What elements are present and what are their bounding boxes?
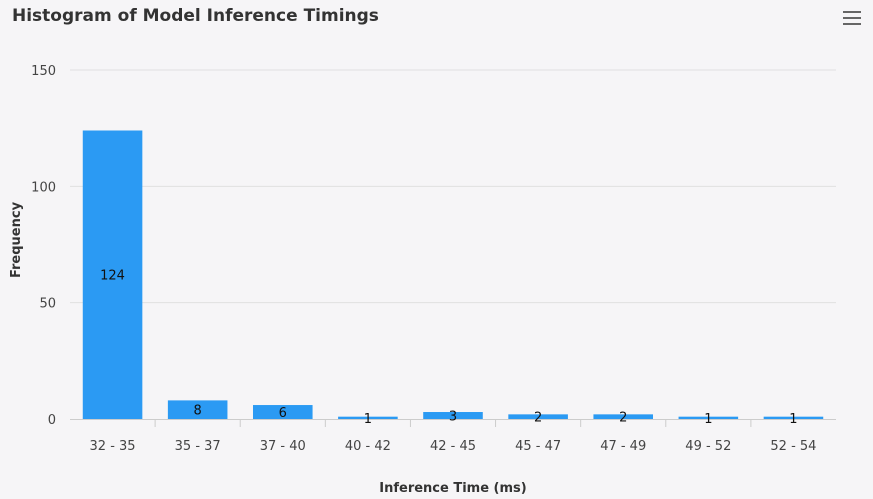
bar-data-label: 3: [449, 410, 457, 425]
y-axis-title: Frequency: [9, 201, 24, 278]
hamburger-menu-icon: [843, 11, 861, 13]
bars: [82, 130, 824, 419]
bar-data-label: 1: [789, 412, 797, 427]
histogram-bar[interactable]: [82, 130, 143, 419]
x-tick-label: 47 - 49: [600, 439, 646, 454]
histogram-bar[interactable]: [593, 414, 654, 419]
bar-data-label: 124: [100, 269, 125, 284]
hamburger-menu-icon-line: [843, 23, 861, 25]
x-tick-label: 45 - 47: [515, 439, 561, 454]
histogram-bar[interactable]: [423, 412, 483, 419]
y-tick-label: 100: [31, 180, 56, 195]
histogram-bar[interactable]: [338, 416, 398, 419]
x-tick-label: 35 - 37: [175, 439, 221, 454]
bar-data-label: 6: [279, 406, 287, 421]
x-tick-label: 52 - 54: [770, 439, 816, 454]
x-axis-title: Inference Time (ms): [379, 481, 526, 496]
histogram-bar[interactable]: [763, 416, 824, 419]
x-tick-label: 40 - 42: [345, 439, 391, 454]
chart-title: Histogram of Model Inference Timings: [12, 6, 379, 26]
x-axis: [70, 419, 836, 427]
x-tick-label: 32 - 35: [90, 439, 136, 454]
y-tick-label: 0: [48, 413, 56, 428]
bar-data-label: 1: [704, 412, 712, 427]
histogram-bar[interactable]: [678, 416, 739, 419]
chart-menu-button[interactable]: [840, 9, 864, 27]
y-tick-label: 150: [31, 64, 56, 79]
y-tick-label: 50: [39, 297, 56, 312]
histogram-bar[interactable]: [508, 414, 568, 419]
data-labels: 124 8 6 1 3 2 2 1 1: [100, 269, 797, 427]
bar-data-label: 2: [619, 411, 627, 426]
bar-data-label: 8: [194, 404, 202, 419]
hamburger-menu-icon-line: [843, 17, 861, 19]
gridlines: [70, 69, 836, 304]
histogram-bar[interactable]: [167, 400, 228, 419]
bar-data-label: 2: [534, 411, 542, 426]
y-axis-ticks: 0 50 100 150: [31, 64, 56, 428]
x-axis-ticks: 32 - 35 35 - 37 37 - 40 40 - 42 42 - 45 45 - …: [90, 439, 817, 454]
bar-data-label: 1: [364, 412, 372, 427]
x-tick-label: 49 - 52: [685, 439, 731, 454]
x-tick-label: 37 - 40: [260, 439, 306, 454]
x-tick-label: 42 - 45: [430, 439, 476, 454]
histogram-bar[interactable]: [252, 405, 313, 419]
